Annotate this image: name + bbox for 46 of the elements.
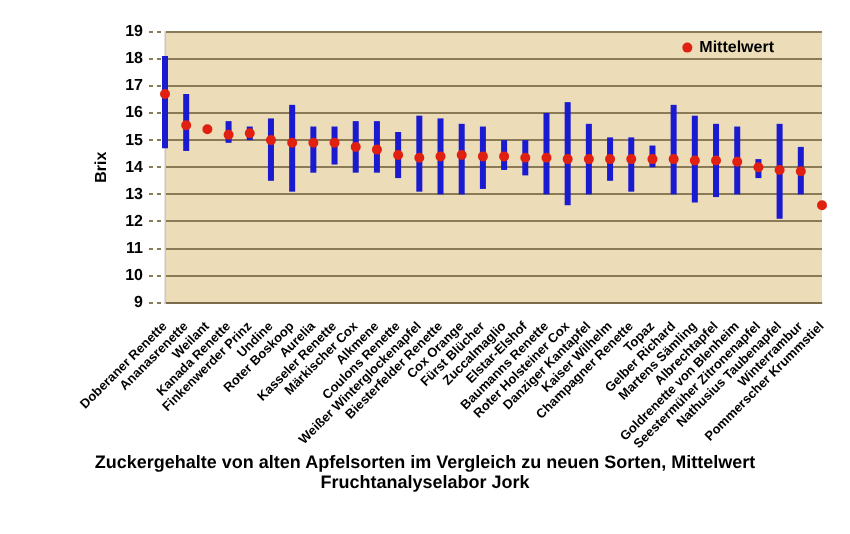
point xyxy=(265,135,276,146)
point xyxy=(456,150,467,161)
point xyxy=(287,137,298,148)
point xyxy=(520,152,531,163)
point xyxy=(160,89,170,99)
legend-label: Mittelwert xyxy=(699,38,775,57)
point xyxy=(308,137,319,148)
y-tick-label: 16 xyxy=(125,103,145,122)
point xyxy=(414,152,425,163)
y-tick-label: 12 xyxy=(125,211,145,230)
point xyxy=(711,155,722,166)
point xyxy=(181,120,192,131)
point xyxy=(223,129,234,140)
point xyxy=(583,154,594,165)
y-tick-label: 10 xyxy=(125,266,145,285)
y-tick-label: 13 xyxy=(125,184,145,203)
point xyxy=(202,124,213,135)
point xyxy=(689,155,700,166)
point xyxy=(371,144,382,155)
point xyxy=(605,154,616,165)
y-tick-label: 9 xyxy=(134,293,145,312)
point xyxy=(795,166,806,177)
point xyxy=(626,154,637,165)
point xyxy=(753,162,764,173)
point xyxy=(329,137,340,148)
point xyxy=(393,150,404,161)
point xyxy=(350,141,361,152)
point xyxy=(477,151,488,162)
point xyxy=(647,154,658,165)
y-tick-label: 15 xyxy=(125,130,145,149)
point xyxy=(562,154,573,165)
point xyxy=(499,151,510,162)
text: Fruchtanalyselabor Jork xyxy=(318,472,532,492)
y-tick-label: 14 xyxy=(125,157,145,176)
y-tick-label: 11 xyxy=(126,239,145,258)
y-tick-label: 19 xyxy=(125,22,145,41)
y-tick-label: 18 xyxy=(125,49,145,68)
text: Zuckergehalte von alten Apfelsorten im Vergleich zu neuen Sorten, Mittelwert xyxy=(92,452,758,472)
point xyxy=(732,156,743,167)
point xyxy=(817,200,827,211)
point xyxy=(668,154,679,165)
point xyxy=(774,164,785,175)
y-tick-label: 17 xyxy=(125,76,145,95)
point xyxy=(541,152,552,163)
y-axis-title: Brix xyxy=(92,150,111,183)
point xyxy=(435,151,446,162)
